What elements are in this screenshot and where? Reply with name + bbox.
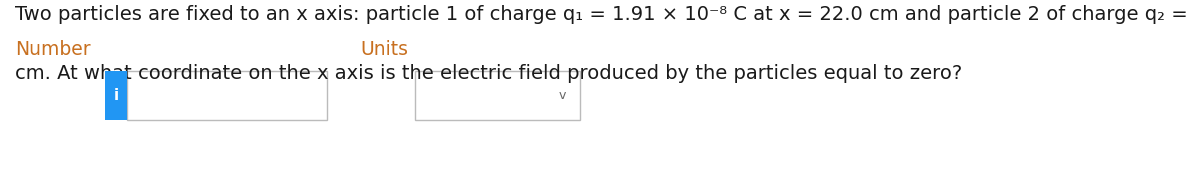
Text: Units: Units [360, 40, 407, 59]
Text: cm. At what coordinate on the x axis is the electric field produced by the parti: cm. At what coordinate on the x axis is … [16, 64, 962, 83]
Text: v: v [558, 89, 565, 102]
Text: Two particles are fixed to an x axis: particle 1 of charge q₁ = 1.91 × 10⁻⁸ C at: Two particles are fixed to an x axis: pa… [16, 5, 1195, 24]
Text: i: i [114, 88, 118, 103]
FancyBboxPatch shape [105, 71, 127, 120]
Text: Number: Number [16, 40, 91, 59]
FancyBboxPatch shape [127, 71, 327, 120]
FancyBboxPatch shape [415, 71, 580, 120]
